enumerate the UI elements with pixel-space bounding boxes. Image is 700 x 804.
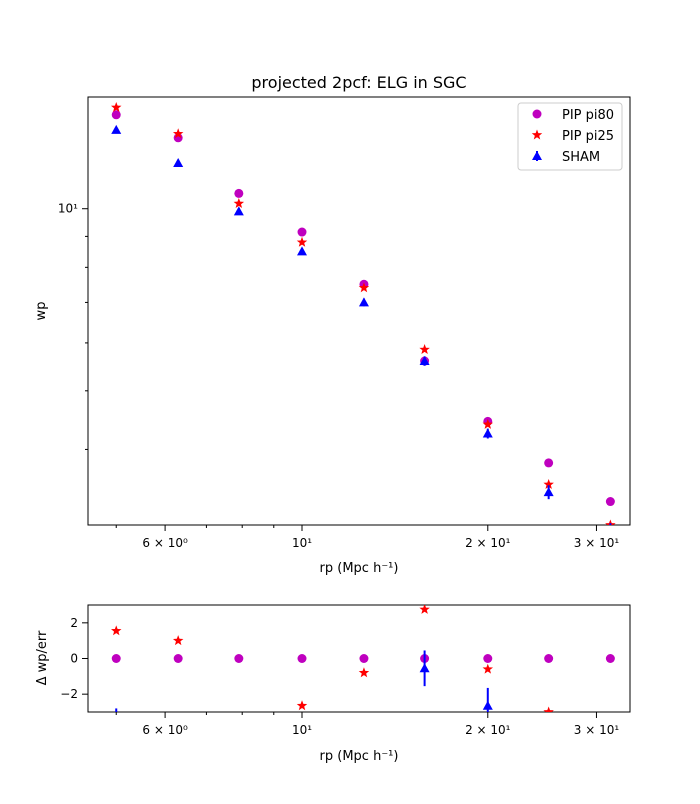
main-x-ticks: 6 × 10⁰ 10¹ 2 × 10¹ 3 × 10¹ [115,525,620,550]
main-x-tick-label: 10¹ [292,536,312,550]
residual-panel: Δ wp/err rp (Mpc h⁻¹) 6 × 10⁰ 10¹ 2 × 10¹ 3… [35,604,631,764]
residual-y-ticks: 2 0 −2 [60,616,88,701]
residual-x-tick-label: 3 × 10¹ [574,723,620,737]
residual-y-tick-label: 2 [70,616,78,630]
main-panel: projected 2pcf: ELG in SGC wp rp (Mpc h⁻… [34,73,631,576]
legend-label: SHAM [562,150,600,165]
data-point-triangle [543,487,554,497]
residual-y-tick-label: 0 [70,652,78,666]
data-point-circle [605,654,615,663]
main-x-tick-label: 3 × 10¹ [574,536,620,550]
data-point-star [482,418,494,429]
legend-box [517,102,623,171]
data-point-circle [111,654,121,663]
data-point-triangle [358,297,369,307]
legend-items: PIP pi80 PIP pi25 SHAM [531,108,614,165]
legend-label: PIP pi80 [562,108,614,123]
data-point-star [358,282,370,293]
data-point-circle [234,188,244,198]
main-y-ticks: 10¹ [58,202,88,450]
data-point-star [482,663,494,674]
data-point-star [111,625,122,636]
data-point-circle [483,654,493,663]
data-point-star [605,519,616,525]
data-point-triangle [173,158,184,168]
data-point-star [419,344,430,355]
main-y-axis-label: wp [34,302,49,321]
data-point-triangle [111,714,121,723]
residual-y-axis-label: Δ wp/err [35,630,50,685]
data-point-circle [173,654,183,663]
data-point-star [172,128,184,139]
data-point-circle [111,110,121,120]
data-point-triangle [419,356,430,366]
data-point-star [111,102,122,112]
data-point-triangle [419,663,430,673]
legend-marker-star [531,129,543,140]
data-point-circle [544,654,554,663]
data-point-triangle [297,246,308,256]
residual-x-tick-label: 2 × 10¹ [465,723,511,737]
data-point-circle [605,497,615,507]
data-point-star [296,700,308,711]
residual-x-ticks: 6 × 10⁰ 10¹ 2 × 10¹ 3 × 10¹ [115,712,620,737]
residual-x-axis-label: rp (Mpc h⁻¹) [320,749,399,764]
data-point-star [296,236,308,247]
data-point-circle [234,654,244,663]
data-point-triangle [482,428,493,438]
main-x-tick-label: 2 × 10¹ [465,536,511,550]
data-point-star [172,635,184,646]
data-point-triangle [111,124,122,134]
data-point-star [358,667,370,678]
data-point-circle [297,654,307,663]
main-y-tick-label: 10¹ [58,202,78,216]
residual-data-points [111,605,615,723]
main-data-points [111,102,616,535]
data-point-triangle [233,206,244,216]
main-plot-frame [87,96,631,526]
data-point-triangle [482,700,493,710]
data-point-star [419,605,430,614]
residual-y-tick-label: −2 [60,687,78,701]
legend-marker-circle [532,109,542,119]
legend: PIP pi80 PIP pi25 SHAM [517,102,623,171]
data-point-star [543,479,554,489]
data-point-star [233,198,245,208]
legend-label: PIP pi25 [562,129,614,144]
residual-x-tick-label: 10¹ [292,723,312,737]
data-point-circle [359,654,369,663]
main-x-axis-label: rp (Mpc h⁻¹) [320,561,399,576]
data-point-star [543,706,554,712]
data-point-triangle [605,526,615,535]
main-x-tick-label: 6 × 10⁰ [142,536,188,550]
chart-title: projected 2pcf: ELG in SGC [251,73,466,92]
data-point-circle [297,227,307,237]
data-point-circle [544,458,554,468]
residual-x-tick-label: 6 × 10⁰ [142,723,188,737]
